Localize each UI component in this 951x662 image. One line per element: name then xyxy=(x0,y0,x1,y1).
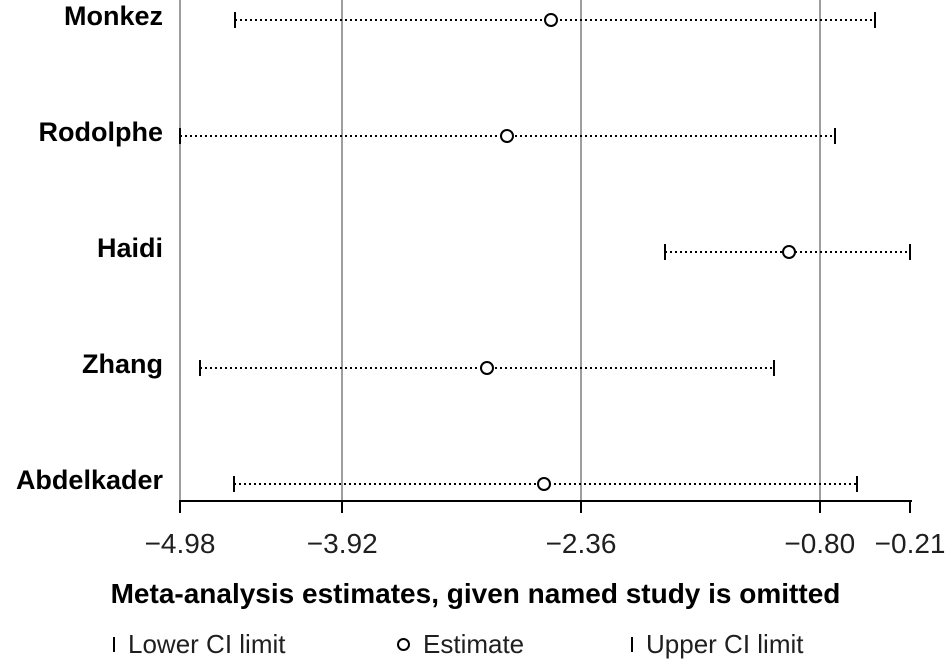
x-axis-tick xyxy=(909,502,912,513)
chart-title: Meta-analysis estimates, given named stu… xyxy=(110,578,841,609)
study-label: Zhang xyxy=(82,349,163,379)
gridline xyxy=(179,0,181,502)
lower-ci-bar-icon xyxy=(113,636,115,652)
upper-ci-tick xyxy=(855,476,858,492)
upper-ci-tick xyxy=(772,360,775,376)
upper-ci-bar-icon xyxy=(631,636,633,652)
lower-ci-tick xyxy=(198,360,201,376)
lower-ci-tick xyxy=(232,476,235,492)
legend-label-estimate: Estimate xyxy=(423,628,525,659)
gridline xyxy=(580,0,582,502)
upper-ci-tick xyxy=(834,128,837,144)
x-axis-line xyxy=(179,500,912,502)
study-label: Abdelkader xyxy=(15,465,163,495)
x-axis-tick-label: −2.36 xyxy=(545,528,617,559)
estimate-marker xyxy=(536,476,551,491)
upper-ci-tick xyxy=(909,244,912,260)
estimate-marker xyxy=(781,244,796,259)
x-axis-tick-label: −0.80 xyxy=(784,528,856,559)
lower-ci-tick xyxy=(664,244,667,260)
lower-ci-tick xyxy=(234,12,237,28)
estimate-marker xyxy=(544,12,559,27)
x-axis-tick-label: −4.98 xyxy=(144,528,216,559)
x-axis-tick xyxy=(818,502,821,513)
legend-label-upper-ci: Upper CI limit xyxy=(646,628,804,659)
study-label: Rodolphe xyxy=(38,117,163,147)
gridline xyxy=(341,0,344,502)
legend-item-estimate: Estimate xyxy=(397,628,524,660)
x-axis-tick xyxy=(179,502,181,513)
legend-item-lower-ci: Lower CI limit xyxy=(113,628,285,660)
legend-item-upper-ci: Upper CI limit xyxy=(631,628,803,660)
lower-ci-tick xyxy=(179,128,181,144)
study-label: Haidi xyxy=(96,233,163,263)
estimate-marker xyxy=(480,360,495,375)
x-axis-tick xyxy=(580,502,582,513)
estimate-marker xyxy=(500,128,515,143)
legend-label-lower-ci: Lower CI limit xyxy=(128,628,286,659)
x-axis-tick-label: −0.21 xyxy=(874,528,946,559)
upper-ci-tick xyxy=(873,12,876,28)
estimate-circle-icon xyxy=(397,637,410,651)
study-label: Monkez xyxy=(63,1,163,31)
x-axis-tick-label: −3.92 xyxy=(306,528,378,559)
x-axis-tick xyxy=(341,502,344,513)
